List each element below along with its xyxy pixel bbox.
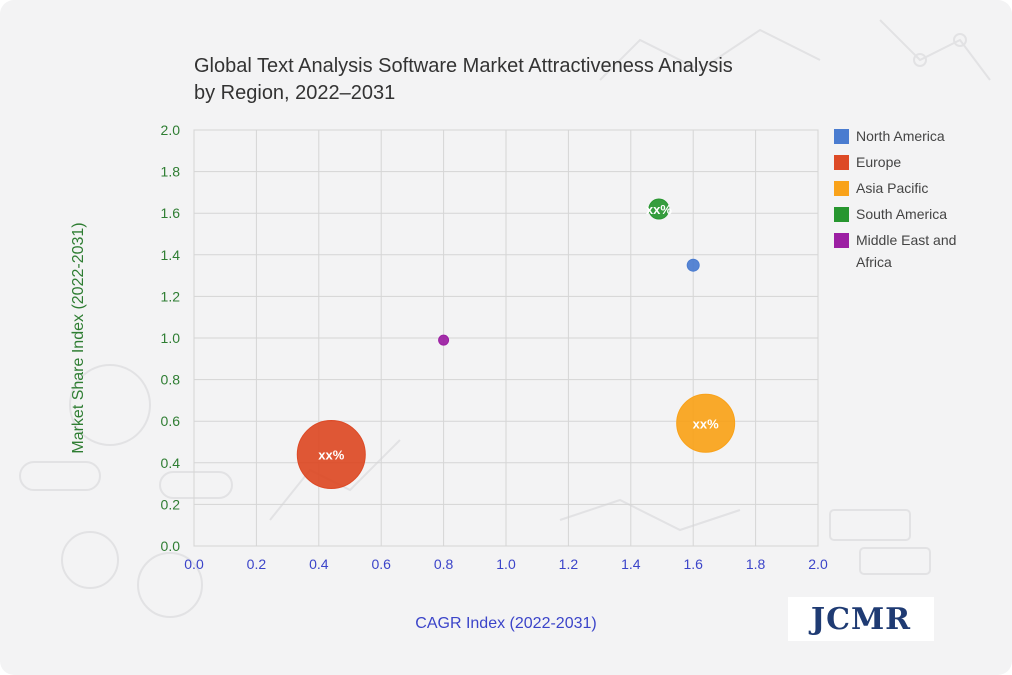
legend-swatch-middle-east-and-africa [834, 233, 849, 248]
y-tick-label: 1.6 [161, 205, 181, 221]
chart-title: Global Text Analysis Software Market Att… [194, 55, 733, 104]
legend-swatch-south-america [834, 207, 849, 222]
x-tick-label: 1.8 [746, 556, 766, 572]
bubble-point-asia-pacific[interactable] [676, 393, 736, 453]
y-tick-label: 0.0 [161, 538, 181, 554]
bubble-north-america[interactable] [686, 258, 700, 272]
y-tick-label: 1.8 [161, 164, 181, 180]
bubble-label-europe: xx% [318, 447, 344, 462]
logo-text: JCMR [810, 601, 912, 637]
x-axis-ticks: 0.0 0.2 0.4 0.6 0.8 1.0 1.2 1.4 1.6 1.8 2.0 [184, 556, 828, 572]
x-axis-label: CAGR Index (2022-2031) [415, 615, 596, 632]
legend-label-europe: Europe [856, 154, 901, 170]
x-tick-label: 1.0 [496, 556, 516, 572]
legend: North America Europe Asia Pacific South Ame… [834, 128, 956, 270]
bubble-middle-east-and-africa[interactable] [438, 334, 450, 346]
y-tick-label: 2.0 [161, 122, 181, 138]
legend-item-middle-east-and-africa[interactable]: Middle East and Africa [834, 232, 956, 270]
background-doodles [19, 19, 991, 618]
y-tick-label: 0.8 [161, 372, 181, 388]
bubble-label-south-america: xx% [646, 202, 672, 217]
bubble-point-south-america[interactable] [648, 198, 670, 220]
bubble-europe[interactable]: xx% [296, 419, 366, 489]
legend-label-middle-east-and-africa: Africa [856, 254, 892, 270]
y-tick-label: 0.4 [161, 455, 181, 471]
x-tick-label: 1.2 [559, 556, 579, 572]
plot-grid [193, 129, 819, 547]
x-tick-label: 2.0 [808, 556, 828, 572]
x-tick-label: 0.6 [371, 556, 391, 572]
legend-swatch-north-america [834, 129, 849, 144]
chart-title-line-2: by Region, 2022–2031 [194, 82, 395, 104]
legend-label-north-america: North America [856, 128, 945, 144]
legend-item-asia-pacific[interactable]: Asia Pacific [834, 180, 928, 196]
legend-swatch-europe [834, 155, 849, 170]
y-tick-label: 1.2 [161, 288, 181, 304]
x-tick-label: 0.0 [184, 556, 204, 572]
x-tick-label: 1.4 [621, 556, 641, 572]
legend-label-asia-pacific: Asia Pacific [856, 180, 928, 196]
legend-item-south-america[interactable]: South America [834, 206, 947, 222]
y-tick-label: 1.0 [161, 330, 181, 346]
y-tick-label: 1.4 [161, 247, 181, 263]
legend-label-middle-east-and-africa: Middle East and [856, 232, 956, 248]
bubble-asia-pacific[interactable]: xx% [676, 393, 736, 453]
x-tick-label: 0.8 [434, 556, 454, 572]
legend-label-south-america: South America [856, 206, 947, 222]
bubble-label-asia-pacific: xx% [693, 416, 719, 431]
bubble-point-middle-east-and-africa[interactable] [438, 334, 450, 346]
x-tick-label: 0.4 [309, 556, 329, 572]
bubble-south-america[interactable]: xx% [646, 198, 672, 220]
x-tick-label: 1.6 [683, 556, 703, 572]
x-tick-label: 0.2 [247, 556, 267, 572]
legend-item-north-america[interactable]: North America [834, 128, 945, 144]
legend-swatch-asia-pacific [834, 181, 849, 196]
y-tick-label: 0.6 [161, 413, 181, 429]
bubble-series: xx% xx% xx% [296, 198, 736, 489]
y-axis-ticks: 0.0 0.2 0.4 0.6 0.8 1.0 1.2 1.4 1.6 1.8 2.0 [161, 122, 181, 554]
chart-title-line-1: Global Text Analysis Software Market Att… [194, 55, 733, 77]
bubble-point-north-america[interactable] [686, 258, 700, 272]
y-axis-label: Market Share Index (2022-2031) [70, 222, 87, 453]
jcmr-logo: JCMR [788, 597, 934, 641]
y-tick-label: 0.2 [161, 496, 181, 512]
bubble-point-europe[interactable] [296, 419, 366, 489]
legend-item-europe[interactable]: Europe [834, 154, 901, 170]
